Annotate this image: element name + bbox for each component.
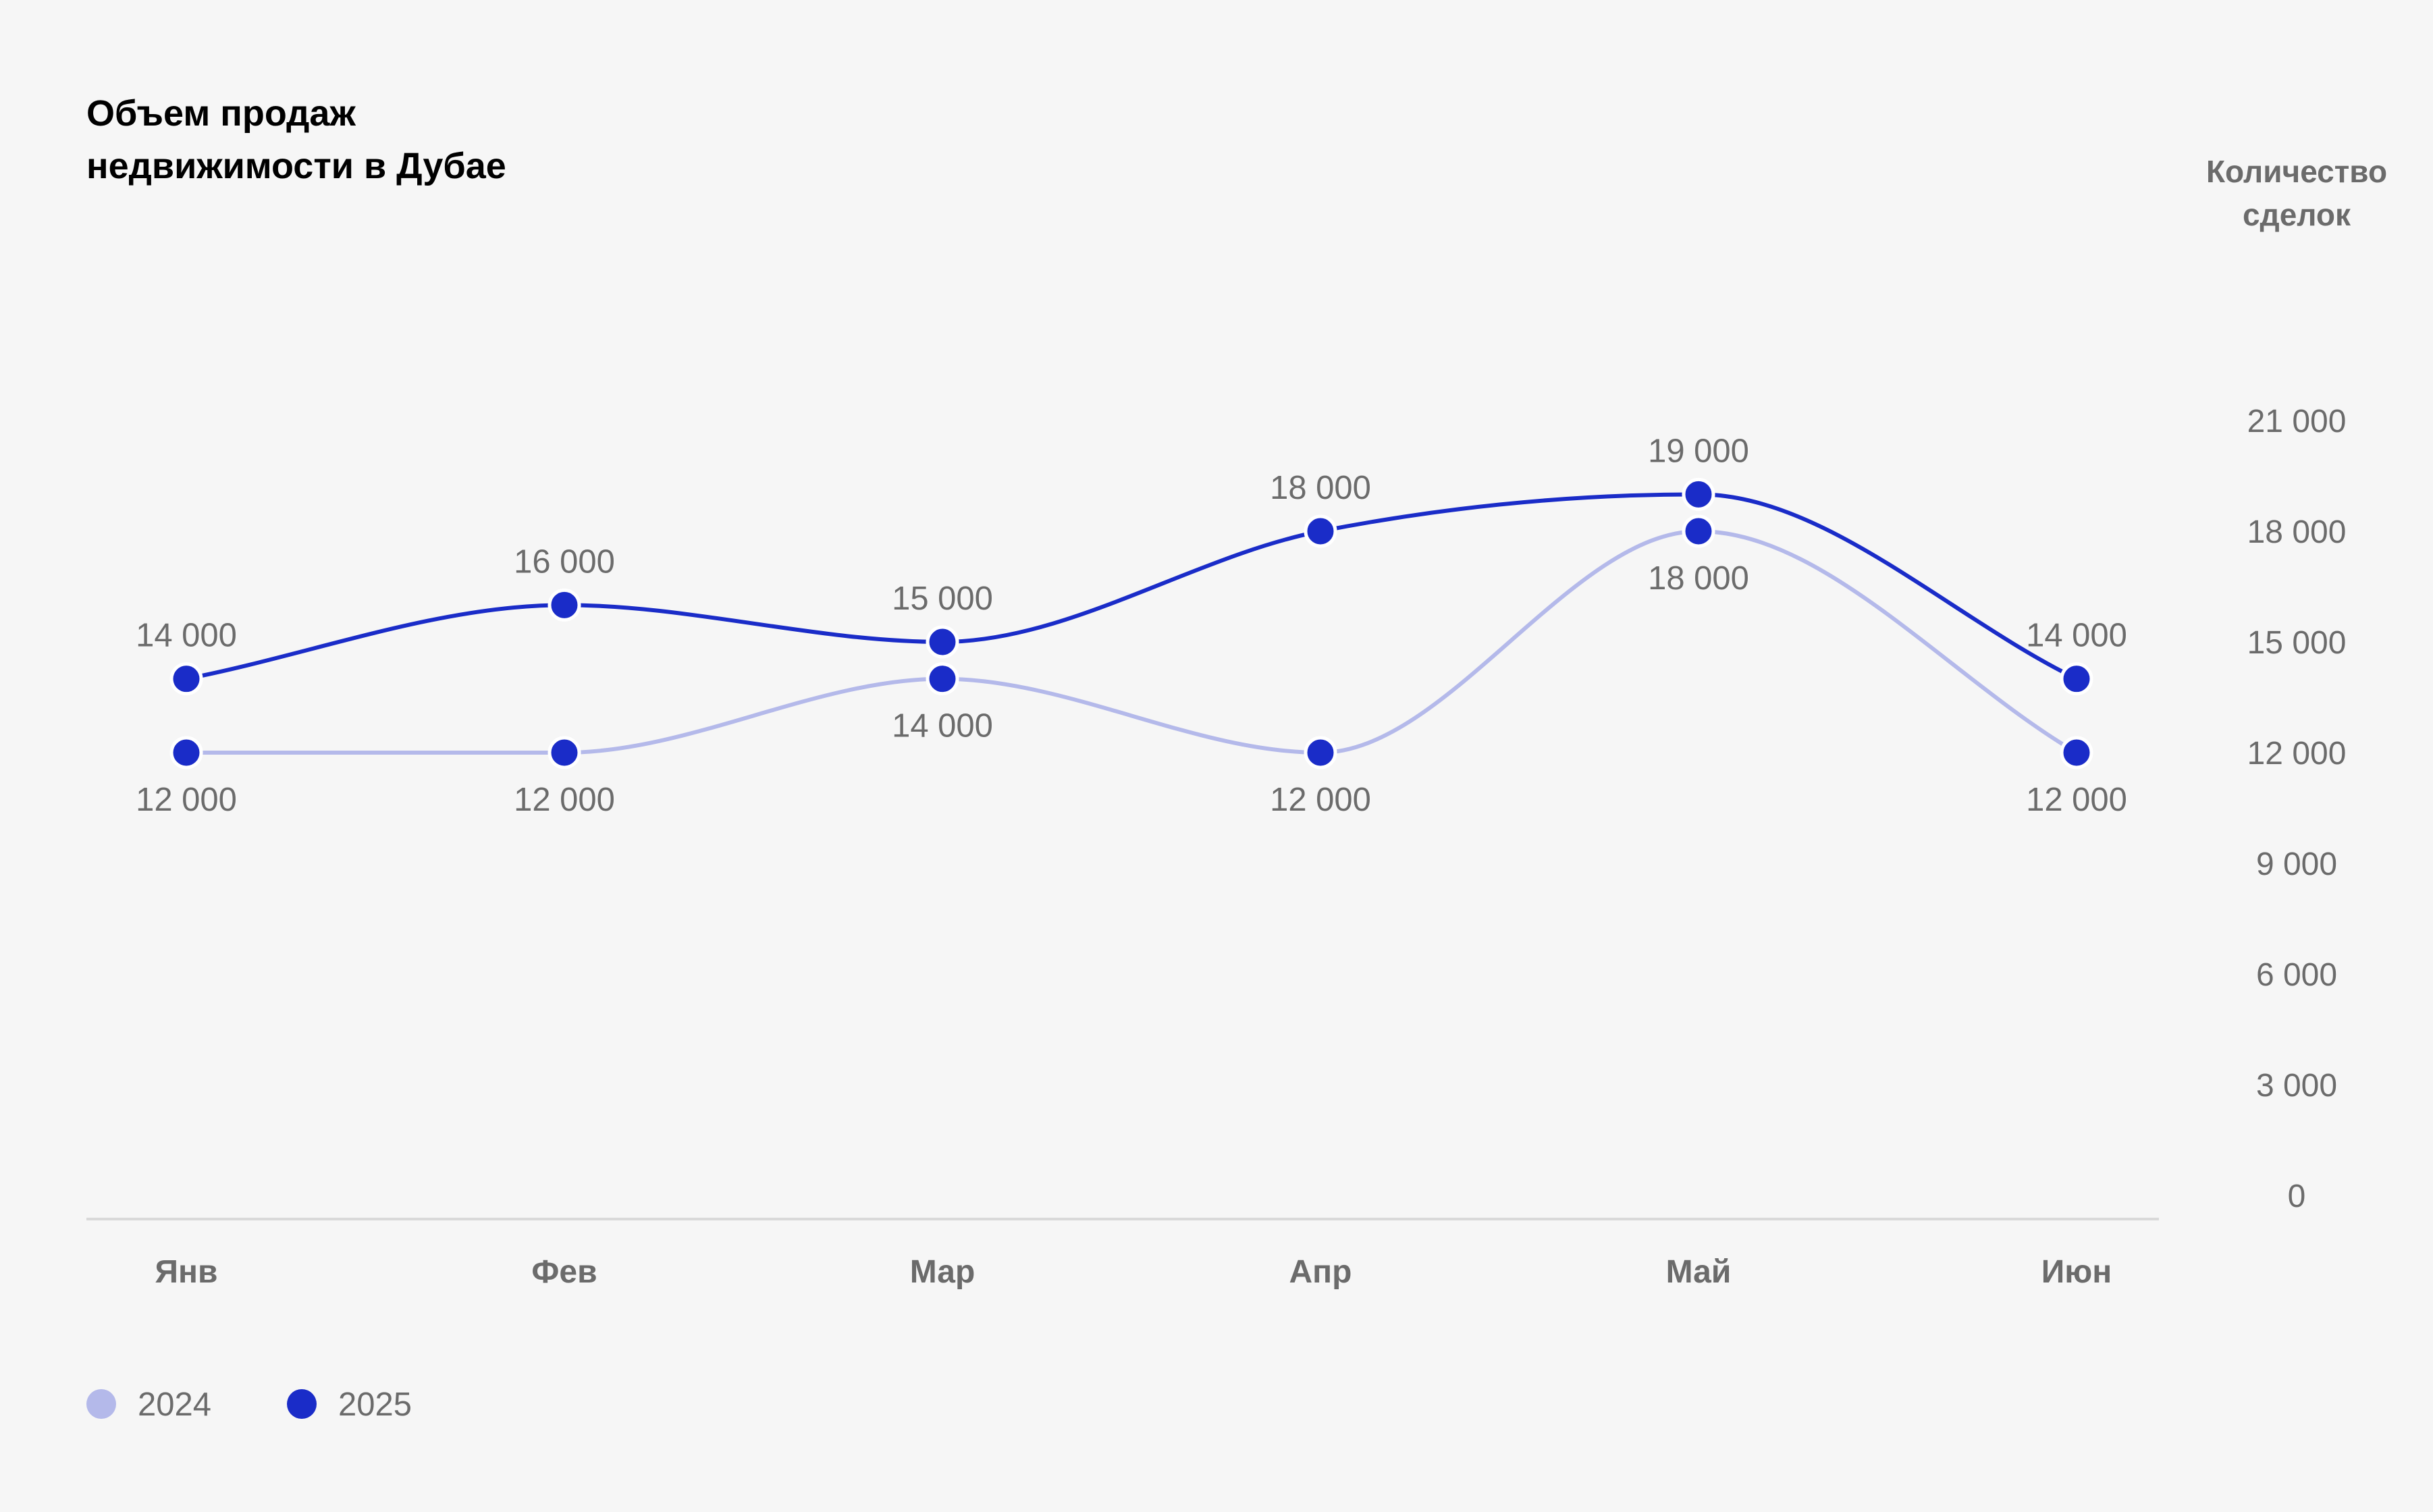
data-label-2024: 18 000 — [1648, 560, 1749, 597]
data-point-2025[interactable] — [169, 662, 203, 696]
data-point-2024[interactable] — [2060, 736, 2093, 770]
data-point-2024[interactable] — [1304, 736, 1337, 770]
x-axis-ticks: Янв Фев Мар Апр Май Июн — [155, 1254, 2112, 1290]
y-tick-label: 6 000 — [2256, 957, 2337, 993]
data-point-2025[interactable] — [547, 588, 581, 622]
legend-label-2024: 2024 — [138, 1386, 211, 1423]
data-label-2024: 12 000 — [514, 782, 615, 818]
data-label-2025: 19 000 — [1648, 433, 1749, 469]
data-point-2025[interactable] — [1682, 477, 1715, 511]
data-label-2025: 16 000 — [514, 543, 615, 580]
data-point-2024[interactable] — [169, 736, 203, 770]
chart-title: Объем продаж недвижимости в Дубае — [86, 93, 506, 186]
y-tick-label: 12 000 — [2247, 736, 2347, 772]
x-tick-label: Июн — [2041, 1254, 2112, 1290]
data-label-2024: 12 000 — [136, 782, 237, 818]
data-label-2024: 12 000 — [2026, 782, 2127, 818]
data-point-2025[interactable] — [1304, 514, 1337, 548]
y-tick-label: 18 000 — [2247, 514, 2347, 550]
data-point-2024[interactable] — [1682, 514, 1715, 548]
series-lines — [184, 492, 2079, 755]
data-point-2025[interactable] — [2060, 662, 2093, 696]
data-label-2025: 15 000 — [892, 580, 993, 617]
y-axis-title: Количество сделок — [2206, 154, 2387, 232]
y-tick-label: 3 000 — [2256, 1068, 2337, 1104]
data-label-2024: 12 000 — [1270, 782, 1371, 818]
x-tick-label: Май — [1666, 1254, 1732, 1290]
legend-marker-2024 — [86, 1389, 116, 1419]
legend-label-2025: 2025 — [338, 1386, 412, 1423]
data-point-2024[interactable] — [926, 662, 959, 696]
x-tick-label: Фев — [531, 1254, 597, 1290]
data-label-2025: 14 000 — [136, 618, 237, 654]
data-point-2025[interactable] — [926, 625, 959, 659]
series-line-2025 — [184, 492, 2079, 681]
y-tick-label: 15 000 — [2247, 625, 2347, 661]
chart-title-line-1: Объем продаж — [86, 93, 356, 134]
y-axis-ticks: 0 3 000 6 000 9 000 12 000 15 000 18 000 21 000 — [2247, 404, 2347, 1214]
data-label-2024: 14 000 — [892, 708, 993, 745]
chart-title-line-2: недвижимости в Дубае — [86, 146, 506, 186]
series-points — [169, 477, 2093, 770]
y-axis-title-line-2: сделок — [2243, 197, 2351, 232]
y-axis-title-line-1: Количество — [2206, 154, 2387, 189]
data-labels: 14 000 16 000 15 000 18 000 19 000 14 000 12 0… — [136, 433, 2127, 818]
series-line-2024 — [184, 529, 2079, 755]
y-tick-label: 0 — [2288, 1179, 2306, 1214]
legend: 2024 2025 — [86, 1386, 412, 1423]
y-tick-label: 9 000 — [2256, 846, 2337, 882]
legend-marker-2025 — [287, 1389, 317, 1419]
x-tick-label: Мар — [910, 1254, 975, 1290]
x-tick-label: Янв — [155, 1254, 218, 1290]
data-point-2024[interactable] — [547, 736, 581, 770]
data-label-2025: 18 000 — [1270, 470, 1371, 506]
data-label-2025: 14 000 — [2026, 618, 2127, 654]
x-tick-label: Апр — [1289, 1254, 1352, 1290]
y-tick-label: 21 000 — [2247, 404, 2347, 439]
